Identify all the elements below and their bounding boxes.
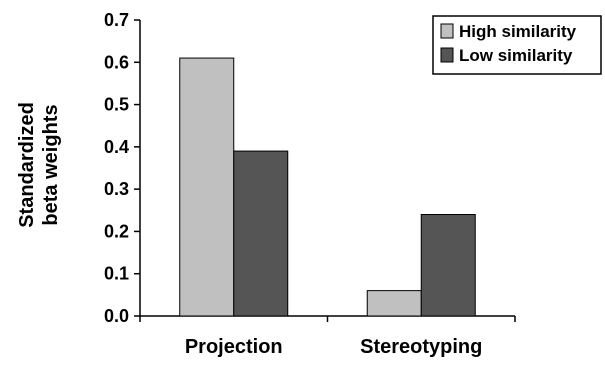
bar-projection-high-similarity	[179, 57, 235, 317]
legend-label: Low similarity	[459, 46, 573, 65]
y-axis-title-line-2: beta weights	[40, 104, 62, 225]
y-tick-label: 0.2	[104, 221, 129, 241]
y-tick-label: 0.5	[104, 95, 129, 115]
y-tick-label: 0.7	[104, 10, 129, 30]
bar-stereotyping-high-similarity	[366, 290, 422, 317]
y-tick-label: 0.6	[104, 52, 129, 72]
legend-swatch	[440, 23, 454, 39]
y-axis-title-line-1: Standardized	[16, 102, 38, 228]
y-tick-label: 0.1	[104, 264, 129, 284]
y-tick-label: 0.0	[104, 306, 129, 326]
y-tick-label: 0.4	[104, 137, 129, 157]
y-tick-label: 0.3	[104, 179, 129, 199]
bar-stereotyping-low-similarity	[420, 214, 476, 317]
x-tick-label: Projection	[185, 336, 283, 358]
legend-label: High similarity	[459, 22, 577, 41]
legend-box	[432, 15, 602, 75]
x-tick-label: Stereotyping	[360, 336, 482, 358]
legend-swatch	[440, 47, 454, 63]
bar-projection-low-similarity	[233, 150, 289, 317]
